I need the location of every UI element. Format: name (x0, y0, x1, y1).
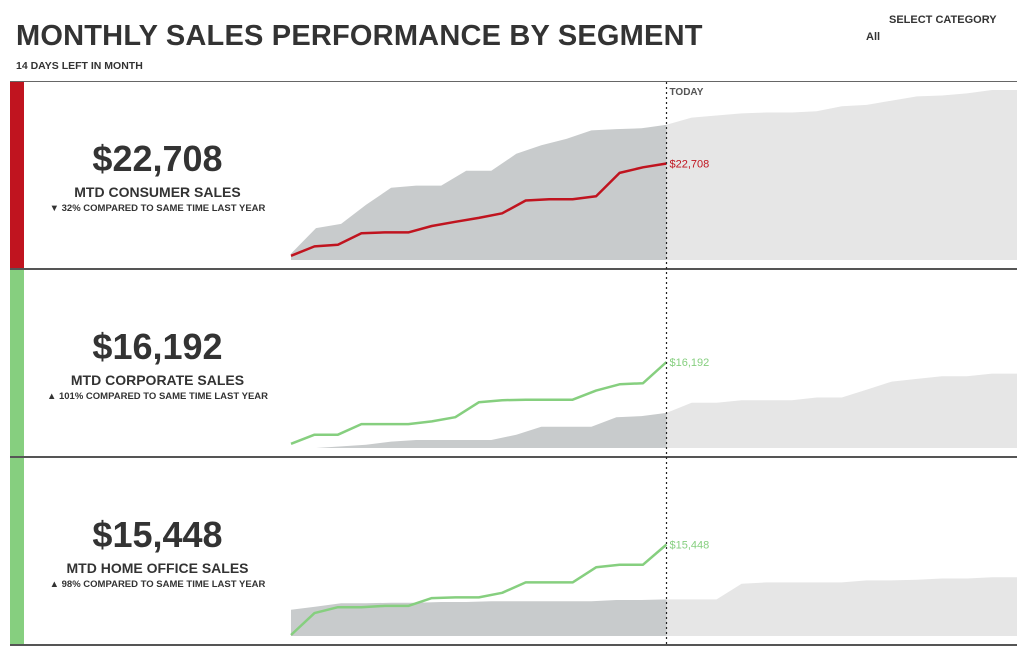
panel-divider (10, 268, 1017, 270)
consumer-end-value-label: $22,708 (670, 159, 710, 171)
consumer-comparison: ▼ 32% COMPARED TO SAME TIME LAST YEAR (49, 203, 266, 214)
home-office-sales-label: MTD HOME OFFICE SALES (66, 560, 249, 576)
today-label: TODAY (670, 87, 704, 98)
home-office-current-month-line (290, 543, 668, 636)
header-divider (10, 81, 1017, 82)
consumer-last-year-remaining-area (666, 90, 1017, 260)
corporate-last-year-remaining-area (666, 373, 1017, 448)
home-office-sales-value: $15,448 (92, 514, 223, 555)
page-title: MONTHLY SALES PERFORMANCE BY SEGMENT (16, 20, 703, 52)
consumer-segment-panel: $22,708 MTD CONSUMER SALES ▼ 32% COMPARE… (0, 82, 1024, 270)
corporate-comparison: ▲ 101% COMPARED TO SAME TIME LAST YEAR (46, 391, 269, 402)
corporate-current-month-line (290, 361, 668, 445)
corporate-sales-label: MTD CORPORATE SALES (70, 372, 245, 388)
days-left-subtitle: 14 DAYS LEFT IN MONTH (16, 60, 143, 72)
panel-divider (10, 644, 1017, 646)
home-office-status-indicator (10, 458, 24, 644)
consumer-sales-value: $22,708 (92, 138, 223, 179)
panel-divider (10, 456, 1017, 458)
corporate-end-value-label: $16,192 (670, 357, 710, 369)
consumer-current-month-line (290, 162, 667, 257)
category-filter-dropdown[interactable]: All (866, 31, 881, 43)
home-office-last-year-remaining-area (666, 577, 1017, 636)
consumer-last-year-to-date-area (291, 124, 667, 260)
consumer-status-indicator (10, 82, 24, 268)
corporate-sales-value: $16,192 (92, 326, 223, 367)
home-office-comparison: ▲ 98% COMPARED TO SAME TIME LAST YEAR (49, 579, 266, 590)
category-filter-label: SELECT CATEGORY (889, 14, 997, 26)
home-office-end-value-label: $15,448 (670, 540, 710, 552)
home-office-segment-panel: $15,448 MTD HOME OFFICE SALES ▲ 98% COMP… (0, 458, 1024, 646)
home-office-last-year-to-date-area (291, 599, 667, 636)
corporate-last-year-to-date-area (291, 412, 667, 448)
corporate-status-indicator (10, 270, 24, 456)
corporate-segment-panel: $16,192 MTD CORPORATE SALES ▲ 101% COMPA… (0, 270, 1024, 458)
consumer-sales-label: MTD CONSUMER SALES (74, 184, 241, 200)
